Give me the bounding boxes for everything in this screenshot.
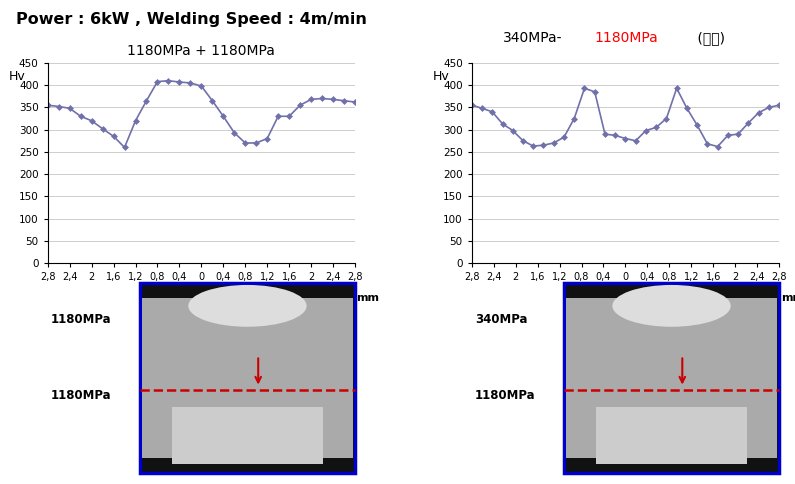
Text: mm: mm bbox=[781, 293, 795, 303]
Bar bbox=[564, 283, 779, 473]
Y-axis label: Hv: Hv bbox=[9, 70, 25, 83]
Y-axis label: Hv: Hv bbox=[432, 70, 449, 83]
Text: 1180MPa: 1180MPa bbox=[51, 313, 111, 326]
Bar bbox=[566, 298, 777, 458]
Text: 1180MPa: 1180MPa bbox=[51, 389, 111, 402]
Text: mm: mm bbox=[357, 293, 379, 303]
Bar bbox=[596, 407, 747, 464]
Text: 1180MPa: 1180MPa bbox=[475, 389, 536, 402]
Bar bbox=[140, 283, 355, 473]
Text: 1180MPa: 1180MPa bbox=[595, 31, 658, 45]
Ellipse shape bbox=[188, 285, 307, 327]
Bar bbox=[173, 407, 323, 464]
Bar bbox=[142, 298, 353, 458]
Ellipse shape bbox=[612, 285, 731, 327]
Text: 340MPa: 340MPa bbox=[475, 313, 527, 326]
Text: 340MPa-: 340MPa- bbox=[502, 31, 562, 45]
Title: 1180MPa + 1180MPa: 1180MPa + 1180MPa bbox=[127, 44, 275, 58]
Text: (측정): (측정) bbox=[693, 31, 725, 45]
Text: Power : 6kW , Welding Speed : 4m/min: Power : 6kW , Welding Speed : 4m/min bbox=[16, 12, 366, 27]
